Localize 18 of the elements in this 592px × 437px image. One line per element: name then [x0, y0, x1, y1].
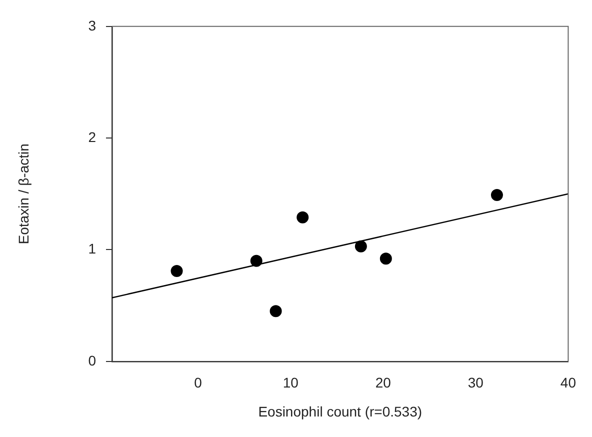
point — [380, 252, 392, 265]
y-axis-title: Eotaxin / β-actin — [15, 144, 32, 244]
point — [270, 305, 282, 318]
y-tick-label: 2 — [88, 128, 96, 145]
x-tick-label: 30 — [468, 374, 484, 391]
point — [354, 240, 367, 252]
x-tick-label: 20 — [375, 374, 392, 391]
x-tick-label: 10 — [282, 374, 299, 391]
y-tick-label: 0 — [88, 352, 96, 368]
point — [250, 254, 262, 267]
y-tick-label: 3 — [88, 17, 96, 34]
x-tick-label: 40 — [560, 374, 576, 391]
point — [490, 189, 503, 202]
x-axis-title: Eosinophil count (r=0.533) — [258, 403, 422, 420]
x-tick-label: 0 — [194, 374, 202, 391]
point — [296, 211, 309, 224]
point — [170, 264, 183, 277]
y-tick-label: 1 — [88, 240, 96, 257]
